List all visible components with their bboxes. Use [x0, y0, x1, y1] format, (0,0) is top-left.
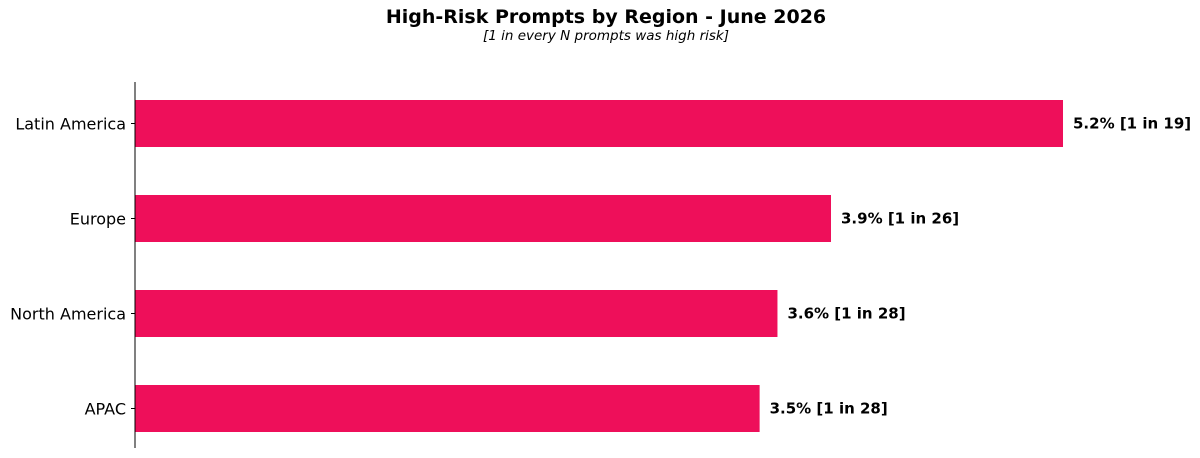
chart-subtitle: [1 in every N prompts was high risk] [482, 28, 730, 44]
bar-europe [135, 195, 831, 242]
chart-title: High-Risk Prompts by Region - June 2026 [385, 6, 827, 28]
bar-apac [135, 385, 760, 432]
bar-latin-america [135, 100, 1063, 147]
category-label: Europe [70, 210, 126, 229]
category-label: APAC [85, 400, 126, 419]
category-label: North America [10, 305, 126, 324]
bars-group [135, 100, 1063, 432]
category-labels: Latin America Europe North America APAC [10, 115, 135, 419]
bar-value-label: 5.2% [1 in 19] [1073, 115, 1191, 133]
category-label: Latin America [15, 115, 126, 134]
value-labels: 5.2% [1 in 19] 3.9% [1 in 26] 3.6% [1 in 2… [770, 115, 1192, 418]
bar-value-label: 3.6% [1 in 28] [787, 305, 905, 323]
bar-value-label: 3.5% [1 in 28] [770, 400, 888, 418]
bar-north-america [135, 290, 778, 337]
bar-value-label: 3.9% [1 in 26] [841, 210, 959, 228]
